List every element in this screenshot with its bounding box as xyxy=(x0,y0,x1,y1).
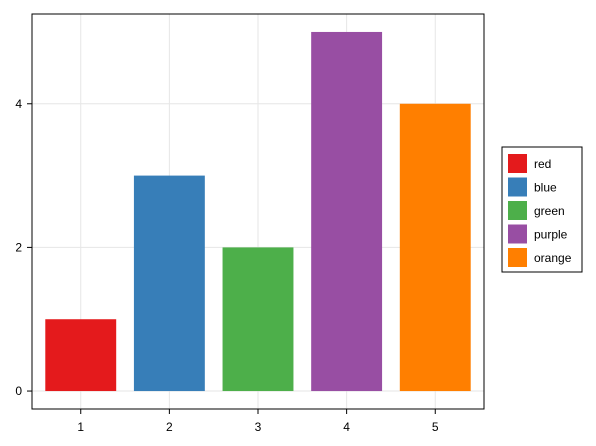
legend-swatch-blue xyxy=(508,177,527,197)
legend-swatch-orange xyxy=(508,248,527,267)
legend-label-green: green xyxy=(534,204,565,218)
x-tick-label: 2 xyxy=(166,420,173,434)
x-tick-label: 4 xyxy=(343,420,350,434)
legend-items: red blue green purple orange xyxy=(508,154,572,267)
axis-ticks: 1 2 3 4 5 0 2 4 xyxy=(15,97,439,434)
bar-2 xyxy=(133,175,205,392)
bars xyxy=(45,31,471,392)
y-tick-label: 2 xyxy=(15,240,22,254)
legend-swatch-red xyxy=(508,154,527,173)
x-tick-label: 1 xyxy=(77,420,84,434)
legend-swatch-green xyxy=(508,201,527,220)
x-tick-label: 5 xyxy=(432,420,439,434)
legend-label-red: red xyxy=(534,157,551,171)
bar-3 xyxy=(222,247,294,392)
legend: red blue green purple orange xyxy=(501,146,583,273)
y-tick-label: 0 xyxy=(15,384,22,398)
legend-label-orange: orange xyxy=(534,251,572,265)
legend-swatch-purple xyxy=(508,224,527,244)
bar-1 xyxy=(45,319,117,392)
bar-4 xyxy=(311,31,383,392)
bar-5 xyxy=(399,103,471,392)
legend-label-purple: purple xyxy=(534,228,568,242)
x-tick-label: 3 xyxy=(255,420,262,434)
y-tick-label: 4 xyxy=(15,97,22,111)
legend-label-blue: blue xyxy=(534,181,557,195)
